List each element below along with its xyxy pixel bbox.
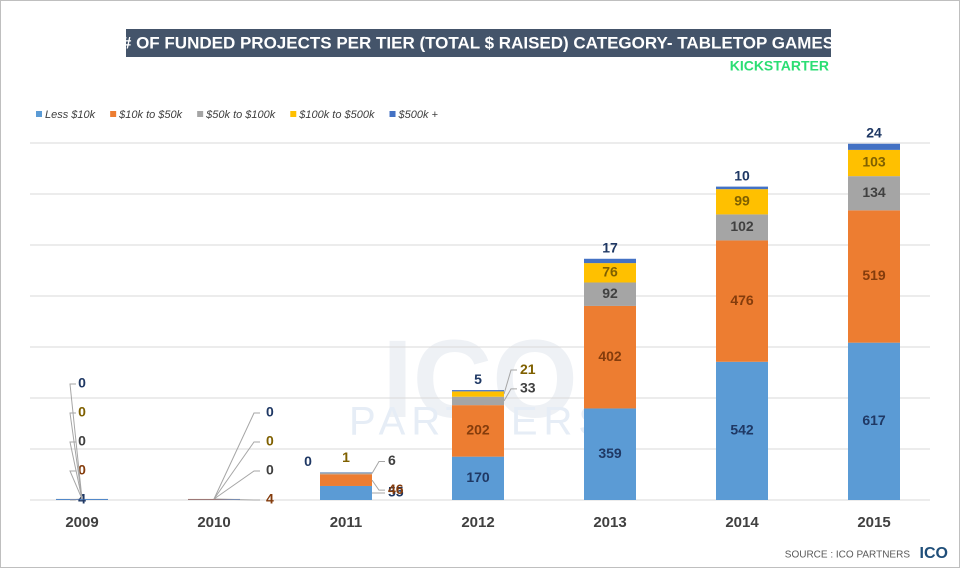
bar-segment: [848, 342, 900, 500]
legend-swatch: [36, 111, 42, 117]
bar-segment: [452, 391, 504, 397]
source: SOURCE : ICO PARTNERS: [785, 550, 911, 561]
x-tick-label: 2015: [857, 514, 890, 531]
bar-segment: [716, 240, 768, 362]
bar-segment: [848, 176, 900, 211]
data-label: 0: [266, 404, 274, 420]
bar-segment: [716, 361, 768, 500]
x-tick-label: 2011: [330, 514, 363, 531]
data-label: 92: [602, 285, 618, 301]
x-tick-label: 2010: [197, 514, 230, 531]
data-label: 24: [866, 124, 882, 140]
data-label: 4: [266, 491, 274, 507]
data-label: 402: [598, 348, 622, 364]
leader-line: [503, 388, 517, 402]
legend-swatch: [110, 111, 117, 117]
data-label: 0: [266, 462, 274, 478]
bar-segment: [848, 143, 900, 150]
bar-segment: [584, 263, 636, 283]
data-label: 103: [862, 154, 886, 170]
bar-segment: [716, 214, 768, 241]
bar-segment: [584, 305, 636, 409]
x-tick-label: 2013: [593, 514, 626, 531]
bar-segment: [452, 396, 504, 406]
bar-segment: [452, 405, 504, 457]
bar-segment: [452, 456, 504, 500]
leader-line: [503, 369, 517, 395]
data-label: 76: [602, 263, 618, 279]
leader-line: [371, 460, 385, 474]
data-label: 17: [602, 239, 618, 255]
data-label: 0: [78, 433, 86, 449]
x-tick-label: 2014: [725, 514, 759, 531]
leader-line: [213, 412, 260, 500]
data-label: 1: [342, 449, 350, 465]
legend-label: Less $10k: [45, 109, 96, 121]
leader-line: [213, 470, 260, 500]
leader-line: [371, 479, 385, 491]
data-label: 33: [520, 380, 536, 396]
bar-segment: [848, 149, 900, 177]
leader-line: [69, 383, 83, 500]
data-label: 5: [474, 371, 482, 387]
bar-segment: [320, 474, 372, 486]
data-label: 102: [730, 218, 754, 234]
bar-segment: [320, 472, 372, 473]
data-label: 542: [730, 422, 754, 438]
chart-title: # OF FUNDED PROJECTS PER TIER (TOTAL $ R…: [122, 33, 834, 52]
data-label: 0: [266, 433, 274, 449]
data-label: 0: [78, 375, 86, 391]
data-label: 476: [730, 292, 754, 308]
data-label: 359: [598, 445, 622, 461]
bar-segment: [188, 498, 240, 500]
bar-segment: [320, 485, 372, 500]
data-label: 55: [388, 484, 404, 500]
bar-segment: [584, 408, 636, 500]
bar-segment: [848, 210, 900, 343]
x-tick-label: 2012: [461, 514, 494, 531]
legend-swatch: [290, 111, 297, 117]
title-box: [126, 29, 831, 57]
bar-segment: [452, 390, 504, 392]
data-label: 46: [388, 481, 404, 497]
data-label: 99: [734, 192, 750, 208]
data-label: 170: [466, 469, 490, 485]
source-logo: ICO: [920, 545, 948, 562]
data-label: 21: [520, 361, 536, 377]
x-tick-label: 2009: [65, 514, 98, 531]
leader-line: [213, 441, 260, 500]
leader-line: [69, 470, 83, 500]
leader-line: [69, 412, 83, 500]
bar-segment: [56, 498, 108, 500]
data-label: 6: [388, 452, 396, 468]
data-label: 0: [78, 462, 86, 478]
data-label: 617: [862, 412, 886, 428]
bar-segment: [584, 258, 636, 264]
bar-segment: [716, 186, 768, 190]
legend-label: $500k +: [398, 109, 439, 121]
data-label: 0: [78, 404, 86, 420]
data-label: 134: [862, 184, 886, 200]
brand: KICKSTARTER: [730, 58, 829, 74]
legend-label: $50k to $100k: [205, 109, 276, 121]
bar-segment: [716, 189, 768, 215]
legend-swatch: [197, 111, 204, 117]
data-label: 202: [466, 422, 490, 438]
legend-label: $10k to $50k: [118, 109, 182, 121]
bar-segment: [56, 498, 108, 500]
bar-segment: [188, 498, 240, 500]
bar-segment: [320, 472, 372, 475]
data-label: 0: [304, 453, 312, 469]
data-label: 519: [862, 267, 886, 283]
data-label: 10: [734, 167, 750, 183]
legend-label: $100k to $500k: [298, 109, 375, 121]
bar-segment: [584, 282, 636, 306]
legend-swatch: [389, 111, 396, 117]
